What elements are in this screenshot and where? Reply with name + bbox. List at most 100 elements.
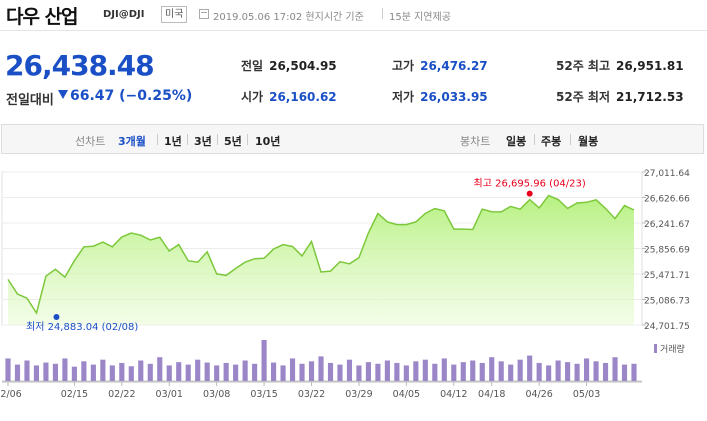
index-title: 다우 산업 (6, 6, 79, 28)
volume-bar (33, 365, 40, 381)
candle-monthly-tab[interactable]: 월봉 (578, 135, 599, 148)
x-tick-label: 02/15 (61, 389, 88, 400)
y-tick-label: 25,856.69 (644, 246, 690, 256)
x-tick-label: 03/08 (203, 389, 230, 400)
price-chart[interactable]: 최고 26,695.96 (04/23) 최저 24,883.04 (02/08)… (0, 155, 707, 417)
volume-bar (451, 364, 457, 381)
volume-bar (536, 362, 542, 381)
current-price: 26,438.48 (5, 49, 155, 82)
period-3y-tab[interactable]: 3년 (194, 135, 212, 148)
volume-bar (432, 363, 438, 381)
volume-bar (252, 363, 258, 381)
x-tick-label: 04/05 (393, 389, 420, 400)
volume-bar (327, 362, 334, 381)
volume-bar (565, 362, 571, 381)
volume-bar (337, 364, 343, 381)
volume-bar (71, 366, 77, 381)
period-3m-tab[interactable]: 3개월 (118, 135, 146, 148)
y-tick-label: 26,241.67 (644, 220, 690, 230)
volume-bar (612, 357, 618, 381)
x-tick-label: 03/15 (250, 389, 277, 400)
volume-bar (479, 362, 485, 381)
x-tick-label: 03/01 (156, 389, 183, 400)
low-annotation: 최저 24,883.04 (02/08) (26, 321, 138, 333)
divider (382, 8, 383, 19)
stat-52w-high: 52주 최고 26,951.81 (556, 59, 684, 73)
volume-bar (593, 361, 599, 381)
volume-bar (574, 363, 580, 381)
volume-bar (517, 359, 523, 381)
volume-bar (261, 340, 267, 381)
stat-open: 시가 26,160.62 (241, 90, 337, 104)
x-tick-label: 04/12 (440, 389, 467, 400)
x-tick-label: 02/22 (108, 389, 135, 400)
quote-datetime: 2019.05.06 17:02 현지시간 기준 (213, 12, 364, 23)
stat-high: 고가 26,476.27 (392, 59, 488, 73)
x-tick-label: 03/22 (298, 389, 325, 400)
period-1y-tab[interactable]: 1년 (164, 135, 182, 148)
volume-bar (498, 361, 504, 381)
volume-bar (346, 359, 353, 381)
y-tick-label: 27,011.64 (644, 169, 690, 179)
volume-bar (43, 362, 49, 381)
price-change-value: 66.47 (−0.25%) (70, 88, 193, 104)
volume-bar (470, 360, 476, 381)
volume-bar (147, 363, 153, 381)
period-10y-tab[interactable]: 10년 (255, 135, 281, 148)
volume-bar (527, 355, 533, 381)
volume-bar (109, 365, 115, 381)
price-area (8, 195, 634, 325)
down-arrow-icon (58, 90, 68, 99)
volume-bar (394, 362, 400, 381)
volume-bar (271, 362, 277, 381)
volume-bar (90, 364, 96, 381)
candle-daily-tab[interactable]: 일봉 (506, 135, 527, 148)
volume-bar (185, 364, 191, 381)
volume-bar (555, 360, 561, 381)
price-chart-svg: 최고 26,695.96 (04/23) 최저 24,883.04 (02/08)… (0, 169, 690, 400)
volume-bar (52, 363, 58, 381)
volume-bar (81, 361, 87, 381)
volume-bar (384, 360, 390, 381)
volume-bar (138, 360, 144, 381)
volume-bar (318, 356, 324, 381)
candle-weekly-tab[interactable]: 주봉 (541, 135, 562, 148)
price-line (7, 194, 635, 315)
stat-low: 저가 26,033.95 (392, 90, 488, 104)
volume-bar (233, 364, 239, 381)
low-marker (53, 314, 60, 320)
x-tick-label: 03/29 (345, 389, 372, 400)
volume-bar (195, 359, 201, 381)
x-tick-label: 04/26 (525, 389, 552, 400)
volume-bar (119, 362, 125, 381)
volume-bar (157, 357, 163, 381)
volume-bar (508, 364, 514, 381)
volume-bar (602, 362, 609, 381)
volume-bar (128, 366, 134, 381)
volume-bar (365, 362, 371, 381)
volume-bar (308, 361, 315, 381)
volume-bar (299, 363, 305, 381)
volume-bar (204, 362, 210, 381)
volume-legend-swatch (654, 344, 657, 353)
volume-bar (166, 365, 172, 381)
volume-bar (441, 358, 447, 381)
change-label: 전일대비 (6, 93, 54, 108)
y-tick-label: 24,701.75 (644, 322, 690, 332)
y-tick-label: 26,626.66 (644, 195, 690, 205)
y-tick-label: 25,086.73 (644, 297, 690, 307)
stat-52w-low: 52주 최저 21,712.53 (556, 90, 684, 104)
calendar-icon (199, 9, 209, 19)
index-code: DJI@DJI (103, 9, 145, 20)
volume-bar (621, 364, 628, 381)
volume-bar (356, 365, 362, 381)
price-change: 66.47 (−0.25%) (58, 88, 192, 104)
volume-bar (5, 358, 11, 381)
x-tick-label: 05/03 (573, 389, 600, 400)
high-annotation: 최고 26,695.96 (04/23) (474, 178, 586, 190)
volume-bar (584, 358, 590, 381)
volume-bar (289, 358, 296, 381)
high-marker (526, 190, 533, 197)
period-5y-tab[interactable]: 5년 (224, 135, 242, 148)
line-chart-label: 선차트 (75, 135, 106, 148)
